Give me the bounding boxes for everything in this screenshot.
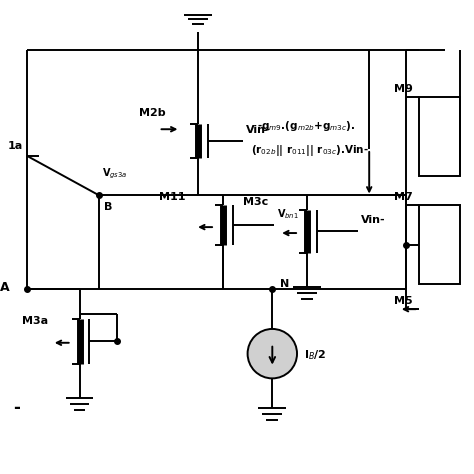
Text: -g$_{m9}$.(g$_{m2b}$+g$_{m3c}$).: -g$_{m9}$.(g$_{m2b}$+g$_{m3c}$). (257, 119, 356, 133)
Text: M7: M7 (394, 192, 413, 202)
Text: M11: M11 (159, 192, 185, 202)
FancyBboxPatch shape (419, 97, 460, 176)
Text: N: N (280, 280, 290, 290)
Text: Vin-: Vin- (361, 215, 386, 225)
Text: 1a: 1a (7, 141, 23, 151)
Text: A: A (0, 282, 9, 294)
Text: M3a: M3a (22, 316, 48, 326)
Text: M2b: M2b (139, 109, 165, 118)
Text: Vin-: Vin- (246, 125, 270, 135)
Text: V$_{bn1}$: V$_{bn1}$ (277, 207, 299, 221)
Text: I$_B$/2: I$_B$/2 (304, 348, 326, 363)
Text: (r$_{02b}$|| r$_{011}$|| r$_{03c}$).Vin-: (r$_{02b}$|| r$_{011}$|| r$_{03c}$).Vin- (251, 143, 368, 158)
Text: V$_{gs3a}$: V$_{gs3a}$ (102, 166, 128, 181)
Text: B: B (104, 202, 113, 212)
Text: M9: M9 (394, 84, 413, 94)
FancyBboxPatch shape (419, 205, 460, 284)
Circle shape (247, 329, 297, 378)
Text: M5: M5 (394, 296, 412, 306)
Text: -: - (13, 399, 20, 417)
Text: M3c: M3c (243, 197, 268, 207)
